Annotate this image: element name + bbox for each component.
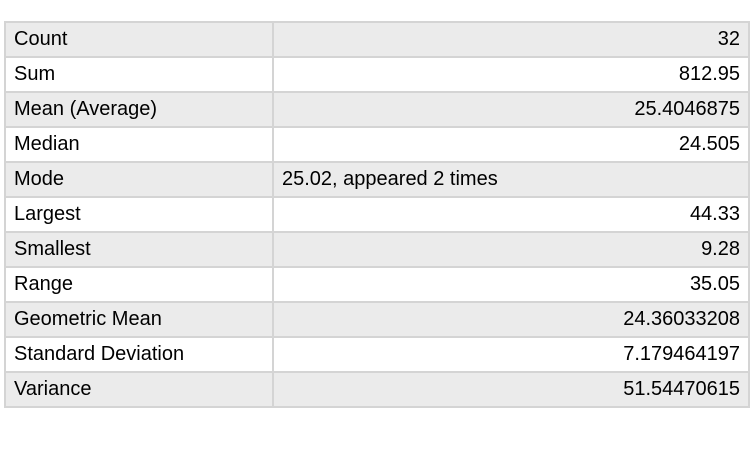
stat-value: 9.28 (272, 231, 750, 268)
stat-label: Smallest (4, 231, 274, 268)
stat-value: 44.33 (272, 196, 750, 233)
statistics-table: Count 32 Sum 812.95 Mean (Average) 25.4046875… (4, 21, 750, 408)
stat-label: Mean (Average) (4, 91, 274, 128)
stat-value: 812.95 (272, 56, 750, 93)
stat-label: Standard Deviation (4, 336, 274, 373)
table-row: Median 24.505 (4, 126, 750, 163)
table-row: Sum 812.95 (4, 56, 750, 93)
statistics-table-body: Count 32 Sum 812.95 Mean (Average) 25.4046875… (4, 21, 750, 408)
stat-label: Geometric Mean (4, 301, 274, 338)
table-row: Largest 44.33 (4, 196, 750, 233)
stat-label: Mode (4, 161, 274, 198)
stat-value: 25.4046875 (272, 91, 750, 128)
table-row: Mean (Average) 25.4046875 (4, 91, 750, 128)
table-row: Geometric Mean 24.36033208 (4, 301, 750, 338)
table-row: Standard Deviation 7.179464197 (4, 336, 750, 373)
stat-value: 32 (272, 21, 750, 58)
stat-value: 24.505 (272, 126, 750, 163)
stat-label: Largest (4, 196, 274, 233)
stat-label: Count (4, 21, 274, 58)
stat-value: 25.02, appeared 2 times (272, 161, 750, 198)
stat-value: 24.36033208 (272, 301, 750, 338)
stat-label: Sum (4, 56, 274, 93)
table-row: Count 32 (4, 21, 750, 58)
table-row: Range 35.05 (4, 266, 750, 303)
table-row: Variance 51.54470615 (4, 371, 750, 408)
stat-label: Range (4, 266, 274, 303)
stat-value: 51.54470615 (272, 371, 750, 408)
stat-label: Variance (4, 371, 274, 408)
stat-value: 35.05 (272, 266, 750, 303)
table-row: Mode 25.02, appeared 2 times (4, 161, 750, 198)
stat-label: Median (4, 126, 274, 163)
stat-value: 7.179464197 (272, 336, 750, 373)
table-row: Smallest 9.28 (4, 231, 750, 268)
